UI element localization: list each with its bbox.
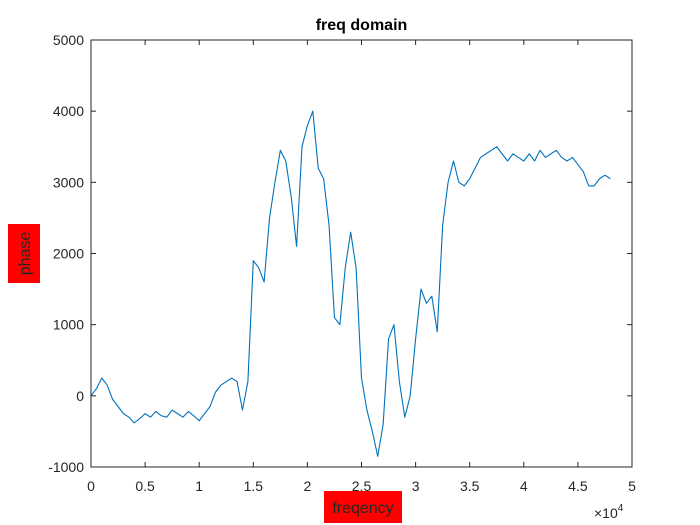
y-tick-label-6: -1000 [48,459,84,475]
y-tick-label-3: 2000 [53,246,84,262]
plot-area [90,110,611,457]
x-tick-label-5: 2.5 [352,478,372,494]
y-tick-label-5: 0 [76,388,84,404]
x-tick-label-8: 4 [520,478,528,494]
x-axis-exponent-power: 4 [618,503,624,514]
y-axis-label-background [8,224,40,283]
x-tick-label-0: 0 [87,478,95,494]
x-tick-label-3: 1.5 [244,478,264,494]
chart-title: freq domain [316,17,408,34]
x-tick-label-7: 3.5 [460,478,480,494]
x-tick-label-2: 1 [195,478,203,494]
x-tick-label-10: 5 [628,478,636,494]
x-axis-label: freqency [332,500,393,517]
y-tick-label-2: 3000 [53,174,84,190]
x-axis-label-background [324,491,402,523]
y-tick-label-4: 1000 [53,317,84,333]
series-line-0 [90,110,611,457]
x-tick-label-9: 4.5 [568,478,588,494]
x-tick-label-6: 3 [412,478,420,494]
x-axis-exponent: ×104 [594,503,624,521]
x-tick-label-4: 2 [304,478,312,494]
x-tick-label-1: 0.5 [135,478,155,494]
x-axis-exponent-base: ×10 [594,505,618,521]
y-tick-label-0: 5000 [53,32,84,48]
axes: 0 0.5 1 1.5 2 2.5 3 3.5 4 4.5 5 5000 4000 3000 2000 100… [48,32,636,494]
y-tick-label-1: 4000 [53,103,84,119]
y-axis-label: phase [17,232,34,276]
